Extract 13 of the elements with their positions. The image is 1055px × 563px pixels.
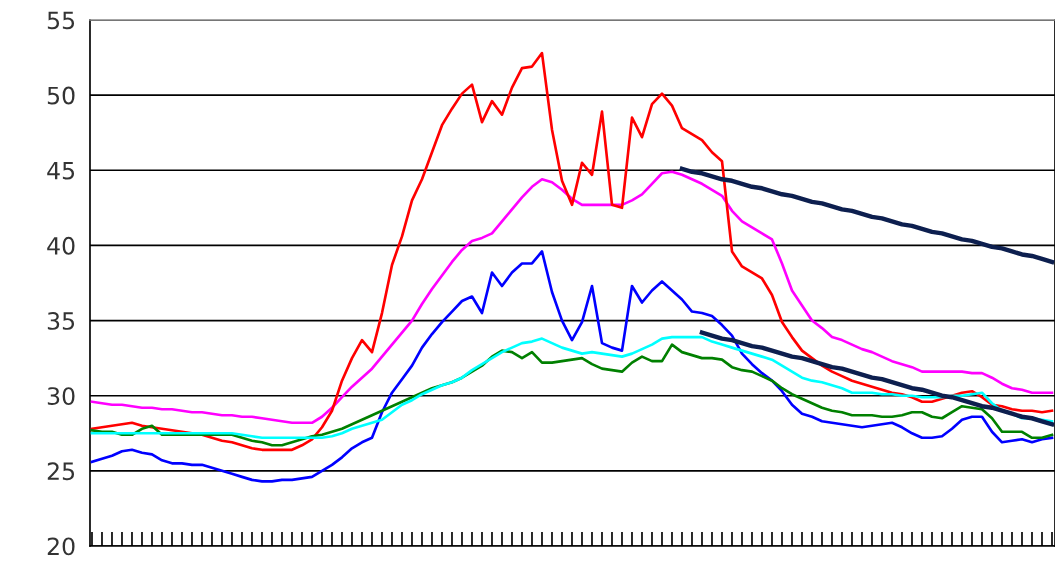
y-tick-label: 40 xyxy=(47,236,75,255)
y-tick-label: 30 xyxy=(47,387,75,406)
line-series xyxy=(90,250,1054,483)
y-tick-label: 45 xyxy=(47,162,75,180)
line-series xyxy=(90,170,1054,425)
y-tick-label: 55 xyxy=(47,11,75,30)
line-series xyxy=(90,51,1054,452)
line-series xyxy=(699,330,1055,427)
y-tick-label: 25 xyxy=(47,462,75,481)
y-tick-label: 35 xyxy=(47,312,75,330)
y-tick-label: 20 xyxy=(47,537,75,556)
y-tick-label: 50 xyxy=(47,86,75,105)
line-series xyxy=(679,166,1055,265)
